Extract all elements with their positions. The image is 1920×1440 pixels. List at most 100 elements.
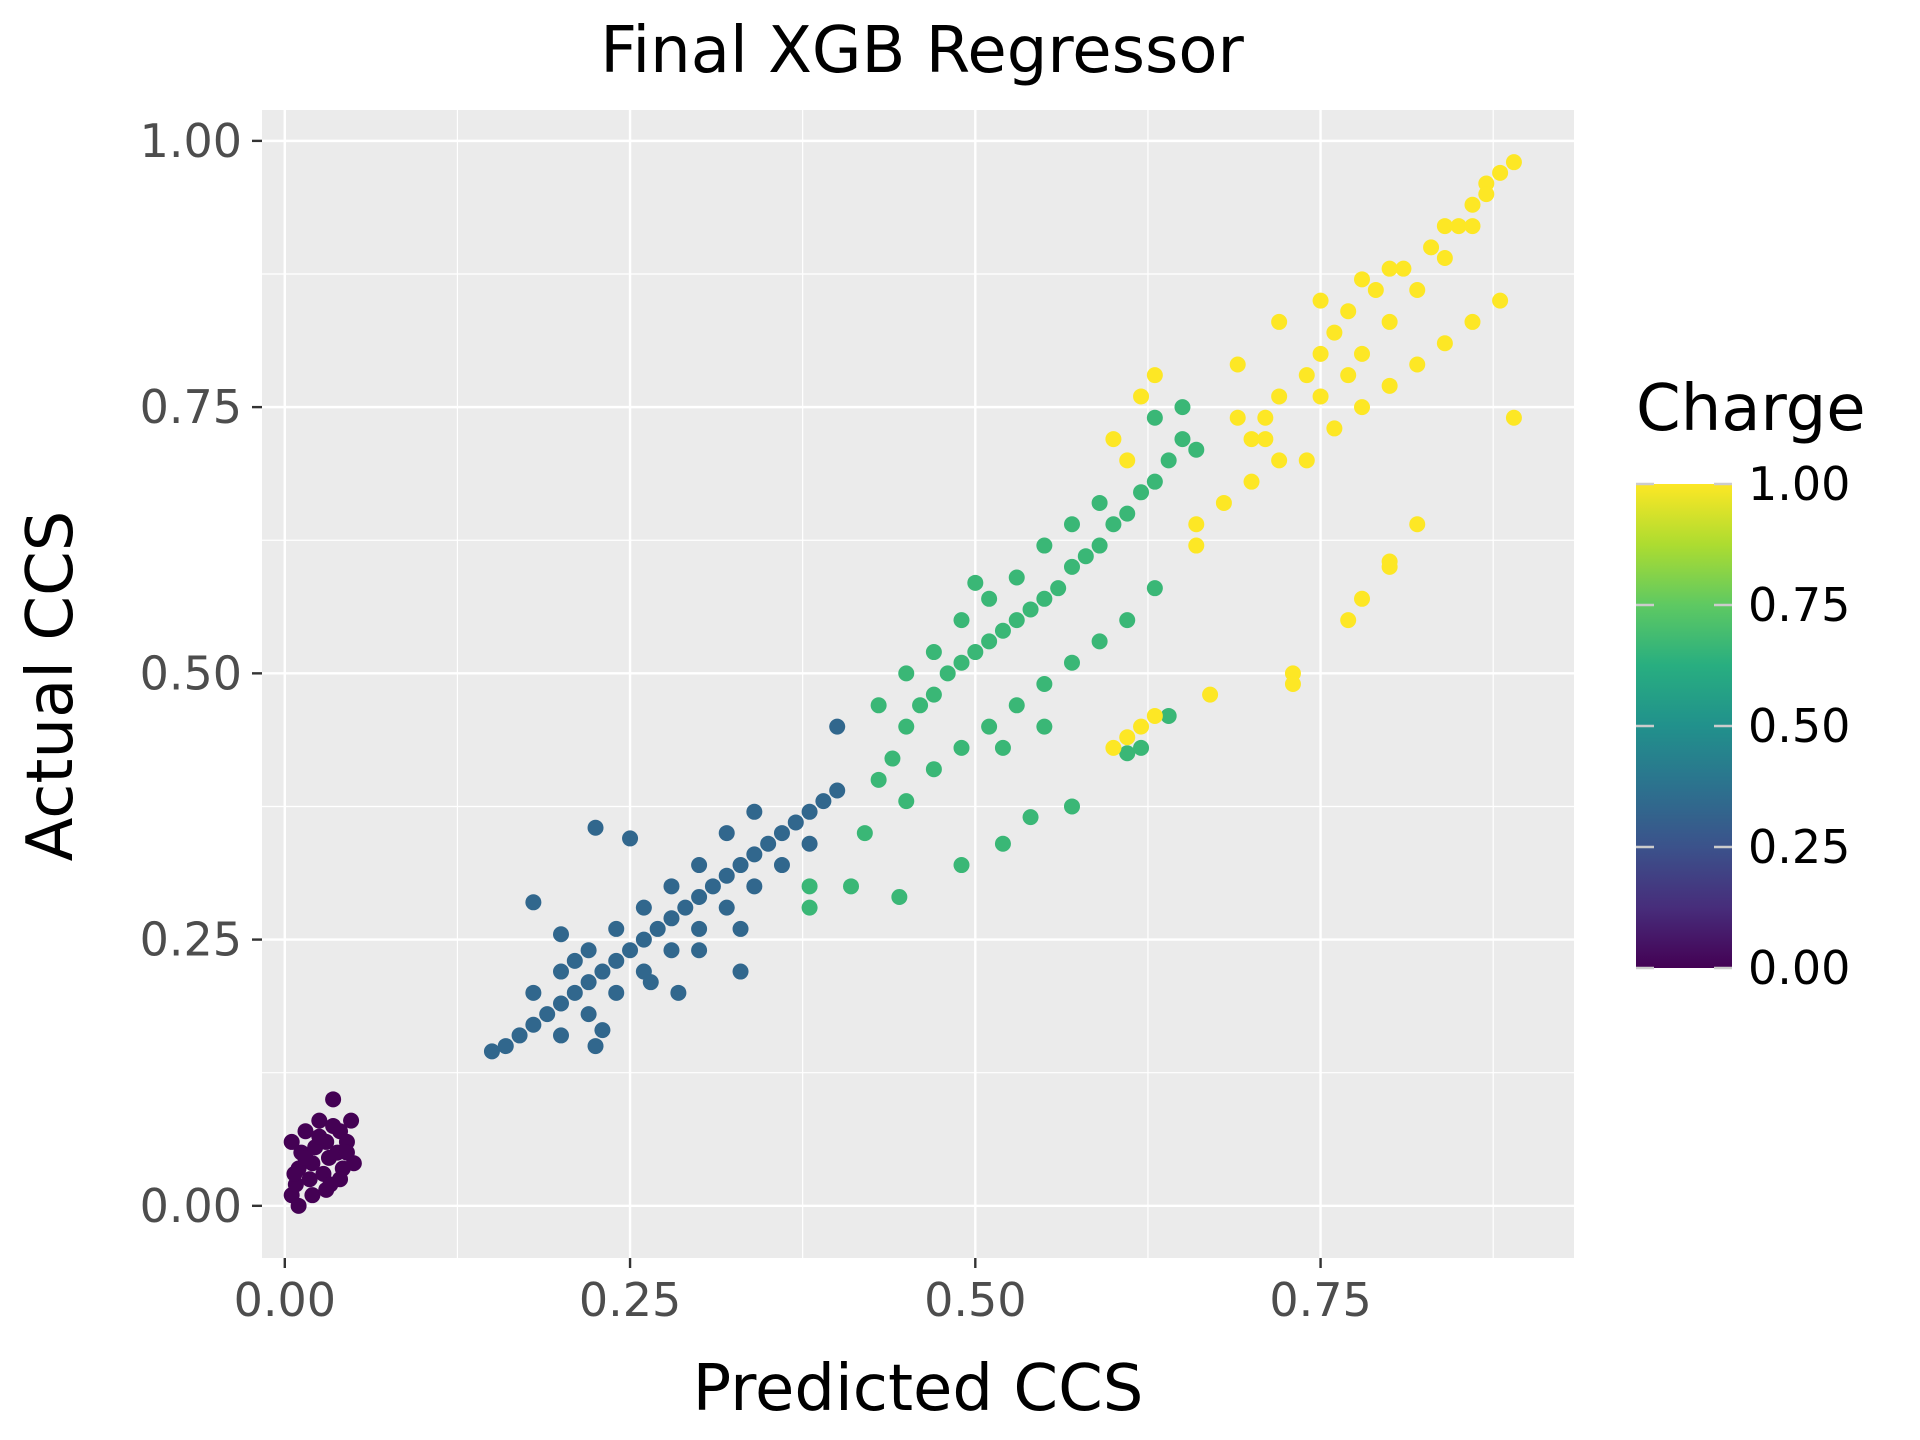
data-point [773, 825, 790, 842]
data-point [1367, 281, 1384, 298]
data-point [1188, 516, 1205, 533]
data-point [552, 926, 569, 943]
data-point [1008, 612, 1025, 629]
data-point [801, 803, 818, 820]
data-point [829, 782, 846, 799]
data-point [1229, 356, 1246, 373]
data-point [1436, 250, 1453, 267]
data-point [953, 857, 970, 874]
data-point [1271, 388, 1288, 405]
data-point [939, 665, 956, 682]
data-point [994, 835, 1011, 852]
data-point [898, 718, 915, 735]
major-gridlines [262, 110, 1574, 1258]
data-point [1381, 553, 1398, 570]
data-point [1505, 154, 1522, 171]
data-point [1188, 537, 1205, 554]
data-point [1492, 292, 1509, 309]
data-point [1008, 569, 1025, 586]
data-point [1450, 218, 1467, 235]
y-axis-title: Actual CCS [14, 511, 88, 862]
data-point [1146, 409, 1163, 426]
data-point [1381, 313, 1398, 330]
data-point [552, 995, 569, 1012]
data-point [594, 1022, 611, 1039]
data-point [1133, 484, 1150, 501]
data-point [1381, 377, 1398, 394]
data-point [691, 920, 708, 937]
data-point [1229, 409, 1246, 426]
data-point [635, 931, 652, 948]
data-point [1119, 745, 1136, 762]
data-point [1409, 356, 1426, 373]
colorbar-label: 0.25 [1748, 820, 1850, 874]
data-point [912, 697, 929, 714]
chart-title: Final XGB Regressor [600, 14, 1244, 88]
data-point [1091, 537, 1108, 554]
data-point [608, 984, 625, 1001]
data-point [663, 910, 680, 927]
data-point [981, 718, 998, 735]
data-point [704, 878, 721, 895]
data-point [1105, 516, 1122, 533]
data-point [642, 974, 659, 991]
data-point [760, 835, 777, 852]
data-point [304, 1187, 321, 1204]
data-point [967, 644, 984, 661]
colorbar-ticks: 0.00 0.25 0.50 0.75 1.00 [1636, 457, 1850, 995]
data-point [580, 942, 597, 959]
data-point [1257, 409, 1274, 426]
data-point [566, 952, 583, 969]
data-point [311, 1128, 328, 1145]
data-point [1160, 452, 1177, 469]
x-axis-title: Predicted CCS [693, 1352, 1144, 1426]
data-point [801, 878, 818, 895]
data-point [1464, 196, 1481, 213]
x-tick-label: 0.50 [924, 1273, 1026, 1327]
data-point [580, 974, 597, 991]
data-point [925, 686, 942, 703]
data-point [594, 963, 611, 980]
data-point [1063, 654, 1080, 671]
data-points [283, 154, 1522, 1214]
data-point [732, 920, 749, 937]
data-point [1492, 164, 1509, 181]
data-point [1409, 516, 1426, 533]
data-point [981, 633, 998, 650]
data-point [1340, 367, 1357, 384]
data-point [1036, 537, 1053, 554]
data-point [801, 899, 818, 916]
y-tick-label: 1.00 [140, 114, 242, 168]
data-point [325, 1117, 342, 1134]
data-point [925, 761, 942, 778]
data-point [718, 825, 735, 842]
data-point [338, 1144, 355, 1161]
data-point [1119, 452, 1136, 469]
plot-panel [262, 110, 1574, 1258]
data-point [1312, 388, 1329, 405]
data-point [1133, 388, 1150, 405]
data-point [297, 1123, 314, 1140]
data-point [677, 899, 694, 916]
data-point [746, 803, 763, 820]
data-point [1354, 271, 1371, 288]
data-point [525, 1016, 542, 1033]
data-point [1063, 558, 1080, 575]
data-point [1105, 739, 1122, 756]
data-point [670, 984, 687, 1001]
y-tick-label: 0.75 [140, 380, 242, 434]
data-point [587, 819, 604, 836]
data-point [539, 1006, 556, 1023]
data-point [649, 920, 666, 937]
data-point [1464, 218, 1481, 235]
data-point [773, 857, 790, 874]
data-point [1188, 441, 1205, 458]
data-point [1478, 186, 1495, 203]
data-point [1423, 239, 1440, 256]
data-point [283, 1133, 300, 1150]
data-point [1243, 473, 1260, 490]
data-point [286, 1165, 303, 1182]
y-tick-label: 0.50 [140, 646, 242, 700]
x-tick-label: 0.75 [1269, 1273, 1371, 1327]
data-point [967, 574, 984, 591]
